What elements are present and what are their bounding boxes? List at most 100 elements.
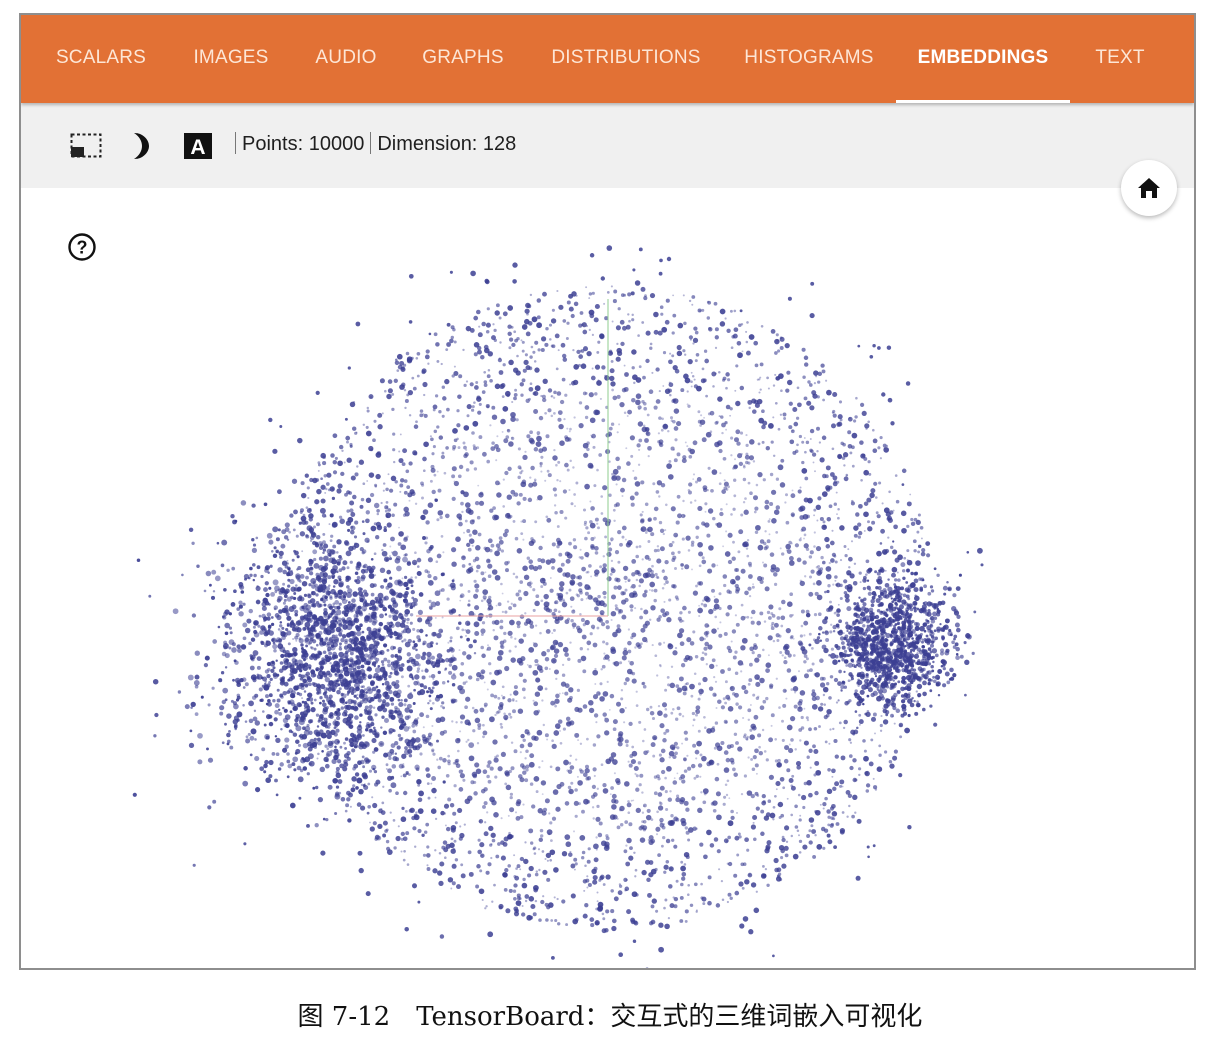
embedding-point [479,707,485,713]
embedding-point [760,873,767,879]
embedding-point [425,634,428,637]
embedding-point [777,349,781,353]
embedding-point [772,818,775,821]
selection-box-icon[interactable] [69,131,103,161]
embedding-point [746,735,749,739]
embedding-point [702,902,706,906]
embedding-point [819,516,824,522]
embedding-point [624,781,630,787]
embedding-point [280,543,286,549]
embedding-point [596,891,599,894]
embedding-point [569,427,572,431]
embedding-point [658,922,664,928]
label-toggle-icon[interactable]: A [181,131,215,161]
embedding-point [501,610,505,614]
tab-images[interactable]: IMAGES [183,15,279,103]
embedding-point [363,688,367,692]
embedding-point [557,460,561,464]
embedding-point [786,601,793,608]
embedding-point [610,537,614,541]
embedding-point [243,766,248,771]
embedding-point [659,546,665,552]
embedding-point [172,608,179,615]
embedding-point [832,475,838,481]
embedding-point [662,568,665,571]
embedding-point [464,519,468,523]
embedding-point [777,464,784,471]
embedding-point [524,899,528,903]
embedding-point [533,478,537,482]
embedding-point [878,753,882,757]
embedding-point [540,470,543,473]
embedding-point [278,609,283,614]
embedding-point [534,659,539,664]
embedding-point [623,849,628,854]
tab-scalars[interactable]: SCALARS [35,15,167,103]
embedding-point [559,509,564,515]
embedding-point [403,703,407,707]
embedding-point [412,729,417,734]
embedding-point [740,452,743,456]
tab-graphs[interactable]: GRAPHS [413,15,513,103]
embedding-point [817,612,822,617]
embedding-point [723,481,729,487]
embedding-point [851,499,854,503]
embedding-point [727,485,730,489]
embedding-point [468,610,475,617]
embedding-point [537,848,541,851]
embedding-point [408,808,413,813]
embedding-point [398,763,404,769]
embedding-point [809,405,815,411]
embedding-point [481,621,486,625]
embedding-point [613,896,619,902]
embedding-point [501,685,505,689]
tab-text[interactable]: TEXT [1085,15,1155,103]
embedding-point [472,729,476,733]
embedding-point [338,632,343,637]
embedding-point [789,614,793,618]
embedding-point [425,773,431,778]
embedding-point [781,863,787,869]
embedding-point [682,691,687,696]
embedding-point [605,874,611,880]
embedding-point [552,639,559,646]
embedding-point [230,602,236,607]
embedding-point [631,572,636,577]
embedding-point [916,700,919,704]
embedding-point [635,578,639,582]
embedding-point [568,788,574,795]
embedding-point [400,617,404,620]
home-button[interactable] [1121,160,1177,216]
embedding-point [506,494,512,500]
embedding-point [435,659,441,665]
embedding-point [665,728,670,733]
embedding-point [514,536,519,541]
embedding-point [477,723,482,728]
embedding-point [483,546,487,550]
embedding-point [501,592,504,595]
tab-histograms[interactable]: HISTOGRAMS [733,15,885,103]
embedding-point [803,396,808,401]
embedding-point [839,784,843,788]
tab-audio[interactable]: AUDIO [305,15,387,103]
embedding-point [346,509,350,513]
embedding-point [566,321,570,325]
embedding-point [747,461,751,465]
embedding-point [707,466,711,470]
night-mode-icon[interactable] [125,131,159,161]
tab-embeddings[interactable]: EMBEDDINGS [896,15,1070,103]
embedding-point [900,510,907,517]
embedding-point [831,811,838,817]
embedding-point [473,708,479,714]
embedding-point [779,547,782,550]
embedding-point [500,645,505,649]
help-button[interactable]: ? [67,232,97,262]
tab-distributions[interactable]: DISTRIBUTIONS [541,15,711,103]
embedding-3d-view[interactable] [21,188,1194,968]
embedding-point [419,712,425,718]
embedding-point [826,809,831,814]
embedding-point [682,605,687,611]
embedding-point [732,333,738,339]
embedding-point [832,409,836,414]
embedding-point [814,833,817,837]
